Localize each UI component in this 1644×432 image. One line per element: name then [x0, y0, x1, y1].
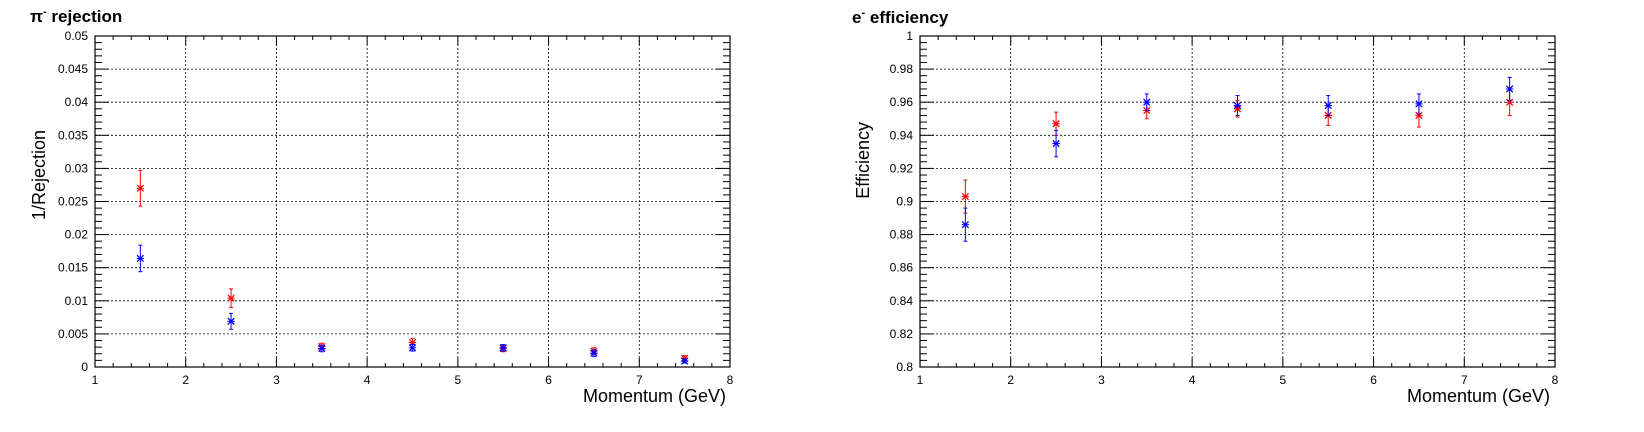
- y-tick-label: 0.92: [890, 161, 914, 175]
- x-tick-label: 3: [1098, 373, 1105, 387]
- y-axis-label: 1/Rejection: [29, 130, 49, 220]
- y-tick-label: 0.035: [58, 128, 88, 142]
- data-point: [227, 312, 235, 330]
- y-tick-label: 0.86: [890, 261, 914, 275]
- chart-title: e- efficiency: [852, 7, 949, 27]
- y-tick-label: 0.015: [58, 261, 88, 275]
- y-tick-label: 0.05: [65, 29, 89, 43]
- data-point: [1233, 95, 1242, 116]
- y-tick-label: 0.04: [65, 95, 89, 109]
- x-tick-label: 3: [273, 373, 280, 387]
- y-tick-label: 0.005: [58, 327, 88, 341]
- x-tick-label: 2: [1007, 373, 1014, 387]
- data-point: [136, 169, 145, 207]
- data-point: [1143, 93, 1151, 111]
- y-tick-label: 0.82: [890, 327, 914, 341]
- y-tick-label: 0.88: [890, 228, 914, 242]
- x-tick-label: 5: [1280, 373, 1287, 387]
- x-tick-label: 1: [917, 373, 924, 387]
- data-point: [961, 179, 970, 214]
- y-tick-label: 0.9: [896, 195, 913, 209]
- y-tick-label: 0.025: [58, 195, 88, 209]
- x-tick-label: 7: [636, 373, 643, 387]
- x-tick-label: 2: [182, 373, 189, 387]
- x-axis-label: Momentum (GeV): [583, 386, 726, 406]
- data-point: [408, 343, 417, 352]
- y-tick-label: 0.8: [896, 360, 913, 374]
- y-tick-label: 0.84: [890, 294, 914, 308]
- data-point: [1415, 93, 1423, 115]
- x-tick-label: 8: [1552, 373, 1559, 387]
- x-axis-label: Momentum (GeV): [1407, 386, 1550, 406]
- x-tick-label: 6: [1370, 373, 1377, 387]
- x-tick-label: 7: [1461, 373, 1468, 387]
- data-point: [318, 344, 326, 353]
- x-tick-label: 1: [92, 373, 99, 387]
- x-tick-label: 6: [545, 373, 552, 387]
- y-tick-label: 0.01: [65, 294, 89, 308]
- data-point: [680, 357, 689, 365]
- y-axis-label: Efficiency: [853, 122, 873, 199]
- x-tick-label: 4: [364, 373, 371, 387]
- y-tick-label: 0.045: [58, 62, 88, 76]
- y-tick-label: 1: [906, 29, 913, 43]
- y-tick-label: 0.98: [890, 62, 914, 76]
- y-tick-label: 0.94: [890, 128, 914, 142]
- y-tick-label: 0.96: [890, 95, 914, 109]
- x-tick-label: 8: [727, 373, 734, 387]
- chart-title: π- rejection: [30, 6, 122, 26]
- data-point: [1324, 95, 1332, 116]
- data-point: [590, 349, 598, 357]
- electron-efficiency-panel: e- efficiency Efficiency Momentum (GeV) …: [852, 7, 1559, 406]
- data-point: [499, 343, 507, 352]
- data-point: [961, 207, 970, 242]
- pion-rejection-panel: π- rejection 1/Rejection Momentum (GeV) …: [29, 6, 734, 406]
- y-tick-label: 0.02: [65, 228, 89, 242]
- y-tick-label: 0.03: [65, 161, 89, 175]
- data-point: [136, 244, 145, 273]
- y-tick-label: 0: [81, 360, 88, 374]
- data-point: [1052, 129, 1060, 158]
- x-tick-label: 4: [1189, 373, 1196, 387]
- data-point: [227, 288, 235, 308]
- x-tick-label: 5: [455, 373, 462, 387]
- data-point: [1505, 76, 1514, 102]
